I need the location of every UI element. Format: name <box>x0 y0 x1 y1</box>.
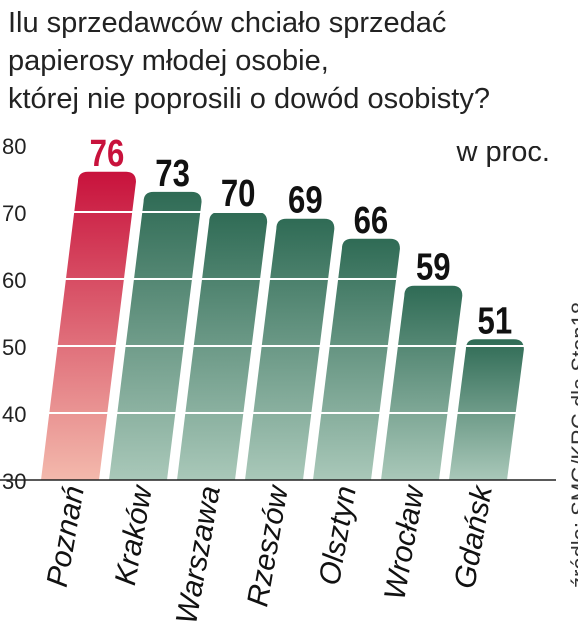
title-line-2: papierosy młodej osobie, <box>8 45 329 77</box>
value-label: 51 <box>478 300 513 342</box>
x-tick-label: Poznań <box>41 483 91 589</box>
chart-title: Ilu sprzedawców chciało sprzedać papiero… <box>8 4 568 118</box>
x-tick-label: Kraków <box>109 481 159 588</box>
gridlines <box>40 144 556 414</box>
bar-gdańsk <box>449 339 524 480</box>
y-tick-label: 70 <box>2 201 26 226</box>
value-label: 73 <box>155 153 190 195</box>
x-tick-label: Wrocław <box>378 481 431 602</box>
y-tick-label: 60 <box>2 268 26 293</box>
y-tick-label: 50 <box>2 335 26 360</box>
value-label: 70 <box>221 173 256 215</box>
title-line-3: której nie poprosili o dowód osobisty? <box>8 83 490 115</box>
x-tick-label: Gdańsk <box>448 482 499 592</box>
bar-kraków <box>109 191 202 480</box>
value-label: 69 <box>288 180 323 222</box>
unit-label: w proc. <box>456 136 550 168</box>
bar-rzeszów <box>245 218 335 480</box>
x-tick-label: Warszawa <box>170 483 227 626</box>
value-label: 76 <box>90 133 125 175</box>
bar-olsztyn <box>313 238 400 480</box>
y-tick-label: 30 <box>2 469 26 494</box>
bars <box>41 171 524 481</box>
value-label: 59 <box>416 247 451 289</box>
y-tick-label: 80 <box>2 134 26 159</box>
x-tick-label: Rzeszów <box>241 481 295 609</box>
value-label: 66 <box>354 200 389 242</box>
x-tick-label: Olsztyn <box>313 483 363 587</box>
bar-poznań <box>41 171 136 481</box>
title-line-1: Ilu sprzedawców chciało sprzedać <box>8 7 447 39</box>
bar-wrocław <box>381 285 463 480</box>
y-tick-label: 40 <box>2 402 26 427</box>
